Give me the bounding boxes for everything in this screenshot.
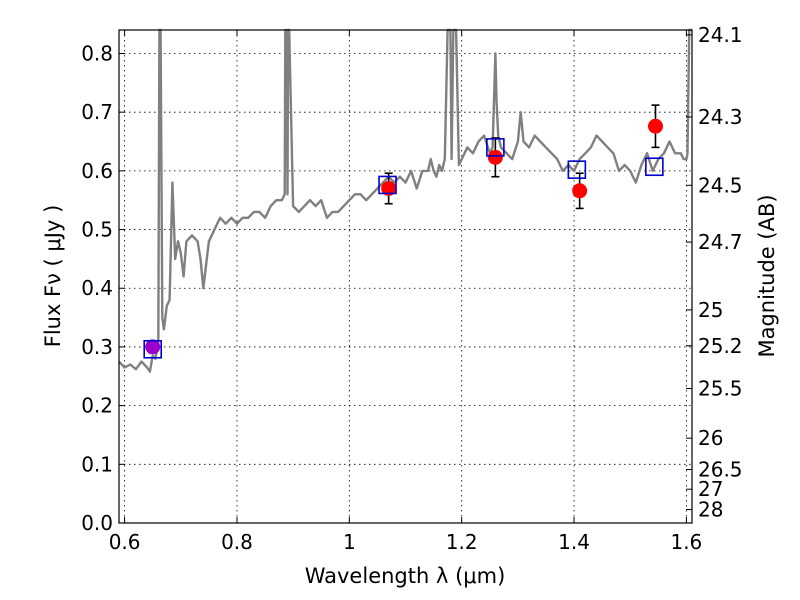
y-axis-label: Flux Fν ( μJy ) (41, 205, 65, 348)
y-tick-label: 0.7 (81, 100, 113, 124)
x-tick-label: 0.6 (109, 530, 141, 554)
y2-tick-label: 26 (698, 426, 723, 450)
y2-tick-label: 24.1 (698, 23, 743, 47)
observed-points-layer (145, 118, 663, 355)
y-tick-label: 0.5 (81, 218, 113, 242)
observed-point (647, 118, 663, 134)
x-tick-label: 0.8 (221, 530, 253, 554)
y2-axis-label: Magnitude (AB) (755, 194, 779, 357)
y-tick-label: 0.6 (81, 159, 113, 183)
x-tick-label: 1 (343, 530, 356, 554)
model-photometry-square (486, 138, 505, 157)
y-tick-label: 0.0 (81, 511, 113, 535)
x-axis-label: Wavelength λ (μm) (305, 564, 506, 588)
y2-tick-label: 25.5 (698, 377, 743, 401)
observed-point (487, 149, 503, 165)
y2-tick-label: 24.5 (698, 173, 743, 197)
plot-frame (118, 29, 693, 524)
y2-tick-label: 25.2 (698, 334, 743, 358)
x-tick-label: 1.6 (670, 530, 702, 554)
model-spectrum-layer (118, 28, 692, 373)
model-spectrum-line (118, 28, 692, 373)
y-tick-label: 0.3 (81, 335, 113, 359)
x-tick-label: 1.4 (558, 530, 590, 554)
y-tick-label: 0.4 (81, 276, 113, 300)
y2-tick-label: 26.5 (698, 457, 743, 481)
y2-tick-label: 24.3 (698, 105, 743, 129)
errorbar-layer (148, 104, 660, 354)
model-photometry-square (645, 157, 664, 177)
observed-point (145, 339, 161, 355)
y2-tick-label: 28 (698, 498, 723, 522)
y-tick-label: 0.2 (81, 394, 113, 418)
observed-point (572, 183, 588, 199)
model-photometry-square (143, 339, 163, 359)
y2-tick-label: 24.7 (698, 230, 743, 254)
model-photometry-layer (143, 138, 664, 359)
model-photometry-square (567, 160, 587, 179)
model-photometry-square (378, 175, 397, 195)
y2-tick-label: 25 (698, 298, 723, 322)
x-tick-label: 1.2 (446, 530, 478, 554)
y2-tick-label: 27 (698, 477, 723, 501)
y-tick-label: 0.8 (81, 41, 113, 65)
tick-layer: 0.6 0.8 1 1.2 1.4 1.6 0.0 0.1 0.2 0.3 0.4 0.5 0.6 0.7… (81, 23, 742, 554)
y-tick-label: 0.1 (81, 452, 113, 476)
observed-point (381, 180, 397, 196)
